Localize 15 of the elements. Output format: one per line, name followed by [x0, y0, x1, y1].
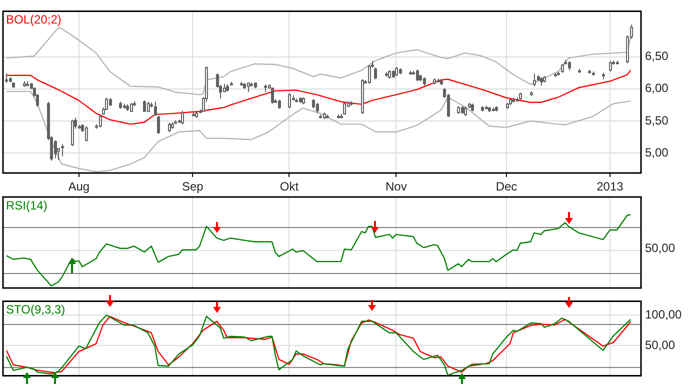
- y-tick-label: 6,00: [645, 81, 669, 96]
- y-tick-label: 5,00: [645, 145, 669, 160]
- x-tick-label: 2013: [596, 180, 624, 194]
- text: STO(9,3,3): [6, 302, 66, 317]
- text: RSI(14): [6, 198, 48, 212]
- y-tick-label: 50,00: [645, 338, 676, 352]
- text: BOL(20;2): [6, 12, 62, 27]
- x-tick-label: Aug: [68, 180, 90, 194]
- x-tick-label: Okt: [280, 180, 300, 194]
- x-tick-label: Nov: [385, 180, 407, 194]
- y-tick-label: 6,50: [645, 49, 669, 64]
- x-tick-label: Sep: [182, 180, 204, 194]
- y-tick-label: 5,50: [645, 113, 669, 128]
- y-tick-label: 100,00: [645, 307, 682, 322]
- x-tick-label: Dec: [496, 180, 518, 194]
